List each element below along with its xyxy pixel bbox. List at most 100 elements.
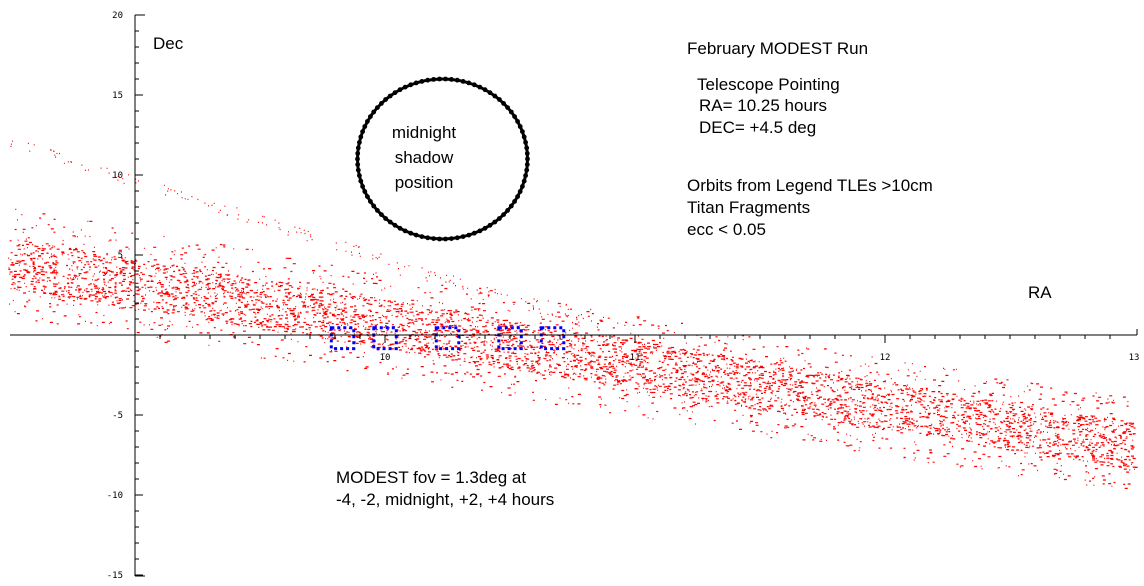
shadow-point xyxy=(431,236,436,242)
shadow-point xyxy=(515,119,520,124)
shadow-point xyxy=(492,93,498,99)
axes: 20 15 10 5 -5 -10 -15 10 11 12 13 xyxy=(10,11,1139,581)
fov-box-5 xyxy=(539,326,566,351)
shadow-point xyxy=(508,109,514,115)
shadow-point xyxy=(355,162,361,168)
shadow-point xyxy=(419,79,425,84)
shadow-point xyxy=(501,101,506,106)
shadow-point xyxy=(392,90,398,96)
debris-band-points xyxy=(8,140,1138,489)
x-tick-label: 12 xyxy=(880,353,891,363)
shadow-point xyxy=(437,236,442,242)
shadow-point xyxy=(477,228,483,234)
shadow-point xyxy=(505,105,510,110)
shadow-point xyxy=(358,134,364,140)
shadow-point xyxy=(402,228,408,234)
shadow-point xyxy=(512,199,517,204)
x-tick-label: 11 xyxy=(630,353,641,363)
fov-note-1: MODEST fov = 1.3deg at xyxy=(336,468,527,487)
shadow-point xyxy=(460,234,466,240)
y-axis-title: Dec xyxy=(153,34,184,53)
shadow-point xyxy=(454,77,460,83)
shadow-point xyxy=(355,156,360,162)
shadow-point xyxy=(524,151,530,156)
orbit-note-3: ecc < 0.05 xyxy=(687,220,766,239)
shadow-point xyxy=(431,77,436,82)
shadow-label-line-1: midnight xyxy=(392,123,457,142)
shadow-point xyxy=(466,80,472,86)
orbit-note-2: Titan Fragments xyxy=(687,198,811,217)
shadow-point xyxy=(371,109,377,115)
shadow-point xyxy=(524,167,530,173)
shadow-point xyxy=(492,219,498,225)
shadow-point xyxy=(355,151,361,156)
shadow-point xyxy=(449,236,454,242)
shadow-point xyxy=(408,230,414,236)
shadow-point xyxy=(523,140,528,145)
shadow-point xyxy=(371,203,377,209)
shadow-point xyxy=(487,222,493,228)
y-tick-label: 5 xyxy=(118,251,123,261)
shadow-point xyxy=(375,208,380,213)
shadow-point xyxy=(497,97,502,102)
chart-title: February MODEST Run xyxy=(687,39,869,58)
fov-box-3 xyxy=(434,326,461,351)
x-axis-title: RA xyxy=(1028,283,1052,302)
shadow-point xyxy=(387,93,393,99)
shadow-point xyxy=(362,189,368,194)
shadow-point xyxy=(515,194,520,200)
orbit-note-1: Orbits from Legend TLEs >10cm xyxy=(687,176,933,195)
x-tick-label: 13 xyxy=(1129,353,1140,363)
debris-dots xyxy=(8,140,1138,489)
shadow-point xyxy=(497,216,502,221)
pointing-ra: RA= 10.25 hours xyxy=(699,96,828,115)
shadow-point xyxy=(360,184,365,189)
shadow-point xyxy=(383,97,388,102)
shadow-point xyxy=(460,79,466,84)
shadow-point xyxy=(375,105,380,110)
shadow-point xyxy=(487,90,493,96)
y-tick-label: -10 xyxy=(107,491,123,501)
y-tick-label: 10 xyxy=(112,171,123,181)
shadow-point xyxy=(379,101,384,106)
shadow-point xyxy=(358,178,364,184)
shadow-point xyxy=(517,189,523,194)
shadow-point xyxy=(517,124,523,129)
shadow-point xyxy=(355,145,361,151)
shadow-point xyxy=(397,87,403,93)
shadow-point xyxy=(523,173,528,179)
shadow-point xyxy=(392,222,398,228)
fov-note-2: -4, -2, midnight, +2, +4 hours xyxy=(336,490,555,509)
fov-box-4 xyxy=(497,326,523,351)
x-ticks: 10 11 12 13 xyxy=(159,335,1140,363)
shadow-point xyxy=(520,129,525,135)
pointing-dec: DEC= +4.5 deg xyxy=(699,118,817,137)
shadow-point xyxy=(413,80,419,86)
shadow-point xyxy=(482,87,488,93)
shadow-point xyxy=(368,114,373,119)
shadow-point xyxy=(402,84,408,90)
shadow-point xyxy=(477,84,483,90)
y-ticks: 20 15 10 5 -5 -10 -15 xyxy=(107,11,143,581)
shadow-point xyxy=(471,230,477,236)
shadow-point xyxy=(512,114,517,119)
shadow-point xyxy=(520,184,525,189)
shadow-point xyxy=(419,234,425,240)
shadow-point xyxy=(443,236,448,242)
shadow-point xyxy=(524,145,530,151)
shadow-point xyxy=(449,77,454,82)
shadow-point xyxy=(365,119,370,124)
shadow-point xyxy=(505,208,510,213)
shadow-point xyxy=(360,129,365,135)
shadow-point xyxy=(425,77,431,83)
shadow-point xyxy=(454,235,460,241)
shadow-label-line-2: shadow xyxy=(395,148,454,167)
y-tick-label: -15 xyxy=(107,571,123,581)
shadow-point xyxy=(471,82,477,88)
shadow-point xyxy=(368,199,373,204)
y-tick-label: 15 xyxy=(112,91,123,101)
shadow-point xyxy=(355,167,361,173)
x-tick-label: 10 xyxy=(380,353,391,363)
shadow-point xyxy=(383,216,388,221)
